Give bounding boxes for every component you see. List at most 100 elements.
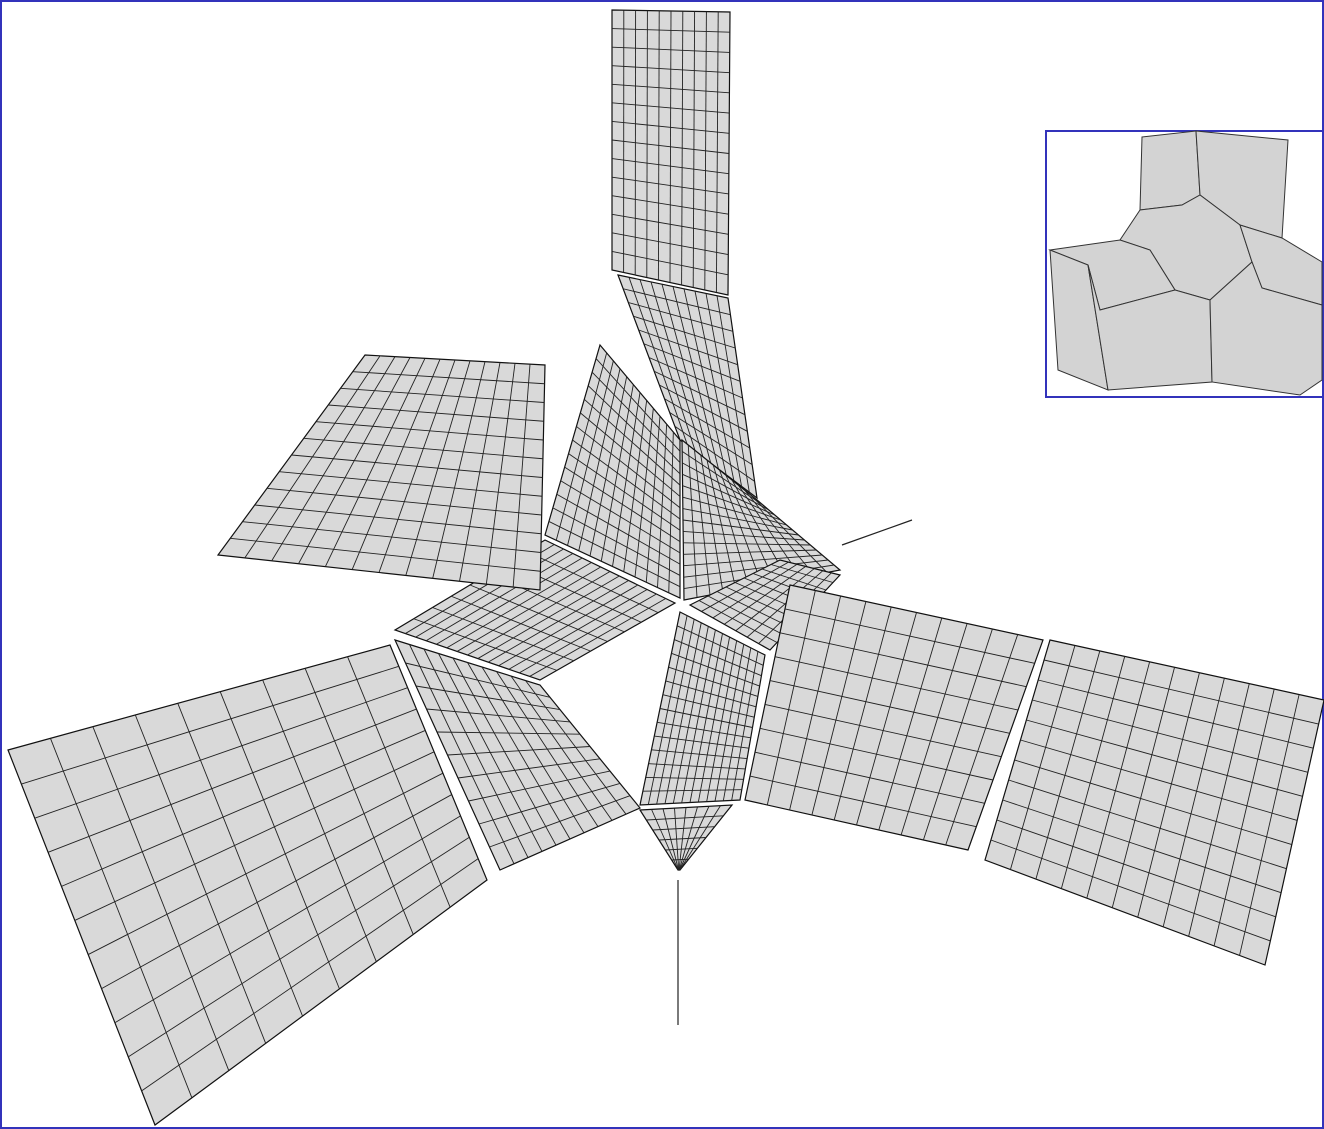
mesh-line	[451, 595, 591, 652]
mesh-line	[645, 776, 744, 780]
mesh-line	[526, 550, 659, 614]
mesh-line	[683, 554, 823, 567]
mesh-line	[1137, 672, 1200, 918]
mesh-line	[556, 493, 681, 565]
mesh-line	[665, 847, 698, 851]
mesh-patch	[393, 639, 641, 871]
mesh-line	[651, 749, 748, 760]
mesh-line	[576, 426, 681, 509]
mesh-line	[611, 139, 730, 154]
mesh-line	[134, 714, 267, 1044]
mesh-line	[653, 370, 746, 416]
mesh-line	[682, 462, 770, 511]
mesh-line	[682, 473, 775, 516]
mesh-line	[749, 775, 977, 828]
mesh-line	[595, 358, 681, 452]
mesh-line	[900, 623, 968, 836]
mesh-line	[347, 656, 451, 908]
mesh-line	[648, 763, 746, 770]
mesh-line	[683, 549, 817, 555]
mesh-line	[340, 387, 545, 403]
mesh-line	[642, 789, 742, 792]
mesh-line	[254, 504, 542, 535]
mesh-line	[352, 371, 545, 385]
mesh-line	[658, 837, 707, 841]
mesh-line	[1111, 667, 1175, 908]
mesh-line	[262, 679, 377, 962]
mesh-line	[683, 559, 829, 578]
mesh-line	[580, 412, 681, 497]
mesh-line	[1026, 719, 1303, 797]
mesh-line	[683, 542, 811, 546]
mesh-line	[469, 584, 608, 642]
mesh-line	[789, 595, 842, 811]
mesh-line	[74, 751, 435, 921]
mesh-line	[682, 508, 793, 531]
mesh-line	[611, 28, 730, 33]
mesh-line	[101, 794, 452, 990]
mesh-line	[436, 731, 581, 735]
mesh-line	[457, 758, 601, 779]
mesh-group	[7, 9, 1324, 1126]
mesh-line	[611, 120, 730, 134]
mesh-line	[489, 795, 631, 848]
mesh-line	[707, 595, 785, 636]
mesh-line	[770, 564, 834, 583]
mesh-line	[1008, 779, 1287, 870]
inset	[1045, 130, 1324, 398]
mesh-line	[638, 329, 738, 366]
mesh-line	[315, 421, 544, 441]
mesh-line	[415, 685, 561, 711]
mesh-line	[611, 232, 729, 256]
mesh-line	[47, 708, 417, 853]
mesh-line	[657, 721, 751, 739]
mesh-line	[654, 735, 749, 749]
mesh-line	[643, 343, 741, 382]
mesh-line	[611, 46, 730, 53]
mesh-line	[671, 652, 760, 687]
mesh-line	[724, 566, 806, 625]
mesh-line	[1188, 683, 1250, 937]
mesh-line	[701, 561, 789, 612]
mesh-line	[426, 708, 571, 723]
mesh-line	[611, 195, 729, 215]
mesh-line	[1020, 739, 1298, 821]
mesh-line	[413, 618, 558, 671]
mesh-line	[633, 315, 736, 349]
mesh-line	[1010, 645, 1076, 870]
mesh-line	[683, 530, 805, 541]
mesh-line	[1035, 650, 1101, 880]
mesh-line	[1043, 659, 1319, 725]
mesh-line	[761, 568, 827, 591]
mesh-line	[611, 213, 729, 235]
mesh-line	[671, 858, 689, 861]
mesh-line	[774, 656, 1019, 711]
mesh-line	[682, 496, 787, 526]
mesh-line	[996, 819, 1276, 918]
mesh-line	[478, 782, 621, 825]
mesh-line	[564, 466, 681, 542]
mesh-line	[611, 65, 730, 74]
mesh-line	[669, 412, 753, 466]
mesh-line	[611, 158, 729, 175]
mesh-line	[674, 425, 755, 482]
mesh-line	[548, 521, 681, 588]
mesh-line	[659, 384, 748, 432]
mesh-line	[242, 521, 541, 553]
mesh-patch	[611, 9, 731, 296]
mesh-line	[611, 250, 729, 276]
mesh-line	[662, 694, 755, 718]
mesh-line	[945, 634, 1019, 846]
mesh-line	[665, 680, 757, 708]
mesh-line	[676, 625, 764, 666]
mesh-line	[716, 591, 792, 628]
mesh-line	[1002, 799, 1282, 894]
mesh-line	[279, 471, 543, 497]
mesh-line	[811, 601, 867, 816]
mesh-line	[1239, 694, 1300, 956]
mesh-line	[833, 606, 892, 821]
mesh-patch	[393, 539, 677, 681]
mesh-line	[230, 537, 541, 572]
mesh-line	[583, 398, 681, 486]
